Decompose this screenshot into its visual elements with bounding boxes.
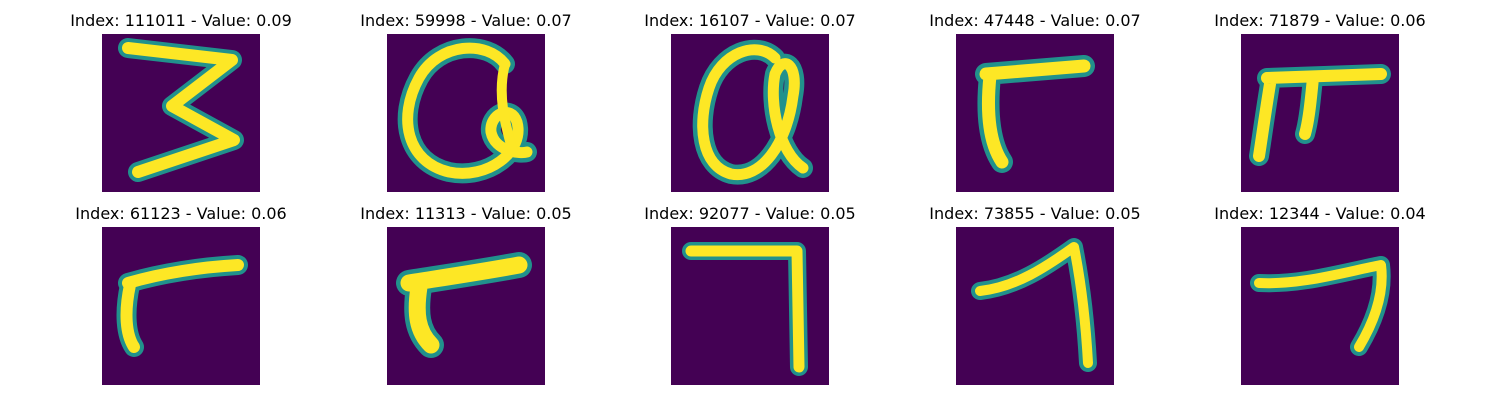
digit-image (671, 34, 829, 192)
digit-image (102, 227, 260, 385)
digit-panel (387, 227, 545, 385)
digit-panel (102, 34, 260, 192)
digit-panel (671, 34, 829, 192)
panel-title: Index: 111011 - Value: 0.09 (70, 11, 292, 30)
digit-image (1241, 34, 1399, 192)
digit-panel (956, 227, 1114, 385)
digit-image (956, 34, 1114, 192)
digit-image (671, 227, 829, 385)
glyph-7-square (682, 242, 808, 376)
digit-image (102, 34, 260, 192)
glyph-7-short (1250, 256, 1391, 356)
digit-panel (671, 227, 829, 385)
panel-title: Index: 16107 - Value: 0.07 (644, 11, 856, 30)
panel-title: Index: 11313 - Value: 0.05 (360, 204, 572, 223)
panel-title: Index: 61123 - Value: 0.06 (75, 204, 287, 223)
glyph-r-hook-thick (396, 252, 532, 358)
digit-panel (956, 34, 1114, 192)
glyph-3 (118, 38, 244, 182)
digit-panel (387, 34, 545, 192)
digit-image (1241, 227, 1399, 385)
glyph-7-slant (971, 238, 1097, 372)
panel-title: Index: 92077 - Value: 0.05 (644, 204, 856, 223)
digit-image (956, 227, 1114, 385)
glyph-alpha-loop (692, 39, 813, 185)
panel-title: Index: 59998 - Value: 0.07 (360, 11, 572, 30)
digit-image (387, 34, 545, 192)
panel-title: Index: 71879 - Value: 0.06 (1214, 11, 1426, 30)
glyph-r-hook (116, 255, 248, 357)
digit-panel (102, 227, 260, 385)
digit-panel (1241, 227, 1399, 385)
panel-title: Index: 47448 - Value: 0.07 (929, 11, 1141, 30)
digit-image (387, 227, 545, 385)
glyph-r-hook (975, 55, 1095, 173)
panel-title: Index: 73855 - Value: 0.05 (929, 204, 1141, 223)
glyph-pi-shape (1249, 64, 1391, 166)
panel-title: Index: 12344 - Value: 0.04 (1214, 204, 1426, 223)
glyph-q-loop (397, 38, 537, 184)
digit-panel (1241, 34, 1399, 192)
